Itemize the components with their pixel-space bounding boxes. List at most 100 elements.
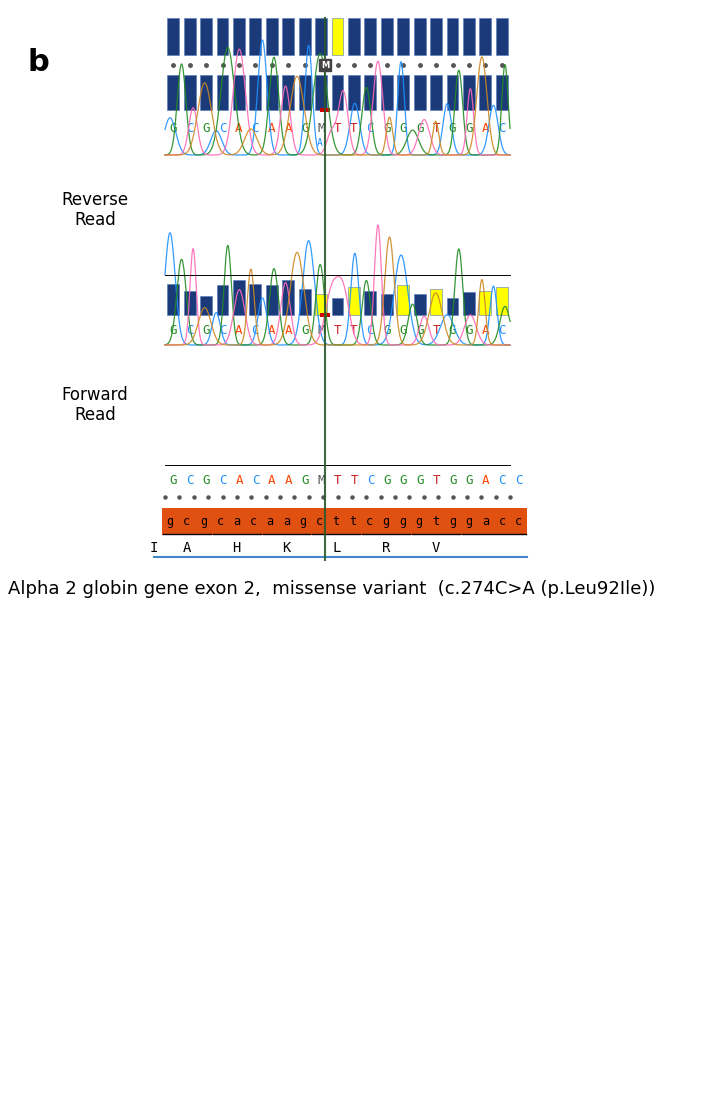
Text: A: A <box>285 473 292 487</box>
Text: T: T <box>433 473 440 487</box>
Bar <box>315 18 327 55</box>
Text: G: G <box>301 323 309 336</box>
Text: M: M <box>317 323 325 336</box>
Bar <box>266 285 278 315</box>
Text: c: c <box>250 515 257 528</box>
Text: G: G <box>383 122 391 135</box>
Text: A: A <box>235 122 243 135</box>
Bar <box>184 75 195 109</box>
Bar <box>365 18 376 55</box>
Bar <box>299 18 311 55</box>
Text: a: a <box>233 515 240 528</box>
Text: G: G <box>416 122 423 135</box>
Text: G: G <box>383 323 391 336</box>
Text: G: G <box>465 122 473 135</box>
Text: g: g <box>166 515 174 528</box>
Bar <box>496 286 508 315</box>
Bar <box>217 285 229 315</box>
Bar <box>479 291 491 315</box>
Bar <box>430 18 442 55</box>
Text: T: T <box>350 323 358 336</box>
Text: A: A <box>235 473 243 487</box>
Text: M: M <box>317 122 325 135</box>
Text: G: G <box>416 323 423 336</box>
Text: c: c <box>183 515 190 528</box>
Text: G: G <box>202 323 210 336</box>
Text: C: C <box>186 323 193 336</box>
Bar <box>381 18 393 55</box>
Text: C: C <box>367 323 374 336</box>
Text: g: g <box>449 515 456 528</box>
Bar <box>430 75 442 109</box>
Text: A: A <box>482 473 490 487</box>
Bar <box>233 18 245 55</box>
Bar <box>365 291 376 315</box>
Text: K: K <box>282 541 290 555</box>
Bar <box>217 18 229 55</box>
Bar <box>249 283 261 315</box>
Bar <box>315 294 327 315</box>
Bar <box>320 108 330 112</box>
Text: C: C <box>219 473 227 487</box>
Bar <box>447 75 458 109</box>
Bar <box>282 280 294 315</box>
Bar <box>200 18 212 55</box>
Text: C: C <box>186 473 193 487</box>
Text: T: T <box>333 323 341 336</box>
Text: Alpha 2 globin gene exon 2,  missense variant  (c.274C>A (p.Leu92Ile)): Alpha 2 globin gene exon 2, missense var… <box>8 580 656 598</box>
Text: C: C <box>367 473 375 487</box>
Bar <box>463 75 475 109</box>
Text: G: G <box>399 122 407 135</box>
Text: g: g <box>399 515 406 528</box>
Text: g: g <box>416 515 423 528</box>
Bar <box>331 298 343 315</box>
Text: G: G <box>301 473 309 487</box>
Text: T: T <box>333 122 341 135</box>
Text: G: G <box>202 473 210 487</box>
Text: G: G <box>400 473 407 487</box>
Text: G: G <box>449 122 456 135</box>
Text: T: T <box>350 473 358 487</box>
Bar <box>413 18 426 55</box>
Text: G: G <box>384 473 391 487</box>
Text: g: g <box>465 515 472 528</box>
Text: A: A <box>235 323 243 336</box>
Text: C: C <box>251 122 259 135</box>
Bar <box>397 18 409 55</box>
Text: M: M <box>321 61 329 70</box>
Text: L: L <box>332 541 341 555</box>
Bar <box>430 289 442 315</box>
Bar <box>249 18 261 55</box>
Bar <box>496 75 508 109</box>
Bar <box>397 75 409 109</box>
Bar <box>266 75 278 109</box>
Bar <box>463 292 475 315</box>
Bar <box>479 18 491 55</box>
Bar <box>299 75 311 109</box>
Text: T: T <box>334 473 341 487</box>
Text: C: C <box>252 473 259 487</box>
Text: c: c <box>316 515 323 528</box>
Text: I: I <box>149 541 158 555</box>
Text: A: A <box>481 122 489 135</box>
Bar <box>233 280 245 315</box>
Bar <box>282 18 294 55</box>
Bar <box>348 18 360 55</box>
Bar <box>397 285 409 315</box>
Text: T: T <box>350 122 358 135</box>
Text: C: C <box>498 473 506 487</box>
Text: H: H <box>232 541 241 555</box>
Text: C: C <box>186 122 193 135</box>
Bar <box>413 294 426 315</box>
Bar <box>217 75 229 109</box>
Text: Forward
Read: Forward Read <box>62 386 128 425</box>
Text: a: a <box>283 515 290 528</box>
Bar <box>331 75 343 109</box>
Text: G: G <box>466 473 473 487</box>
Bar <box>266 18 278 55</box>
Text: A: A <box>268 473 275 487</box>
Bar <box>200 75 212 109</box>
Bar <box>331 18 343 55</box>
Text: g: g <box>299 515 307 528</box>
Bar <box>184 291 195 315</box>
